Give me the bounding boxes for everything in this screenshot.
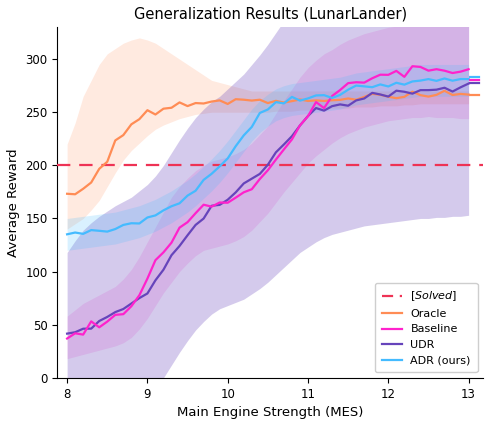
Title: Generalization Results (LunarLander): Generalization Results (LunarLander) [134, 7, 407, 22]
X-axis label: Main Engine Strength (MES): Main Engine Strength (MES) [177, 406, 364, 419]
Legend: [$\it{Solved}$], Oracle, Baseline, UDR, ADR (ours): [$\it{Solved}$], Oracle, Baseline, UDR, … [375, 283, 477, 372]
Y-axis label: Average Reward: Average Reward [7, 148, 20, 257]
